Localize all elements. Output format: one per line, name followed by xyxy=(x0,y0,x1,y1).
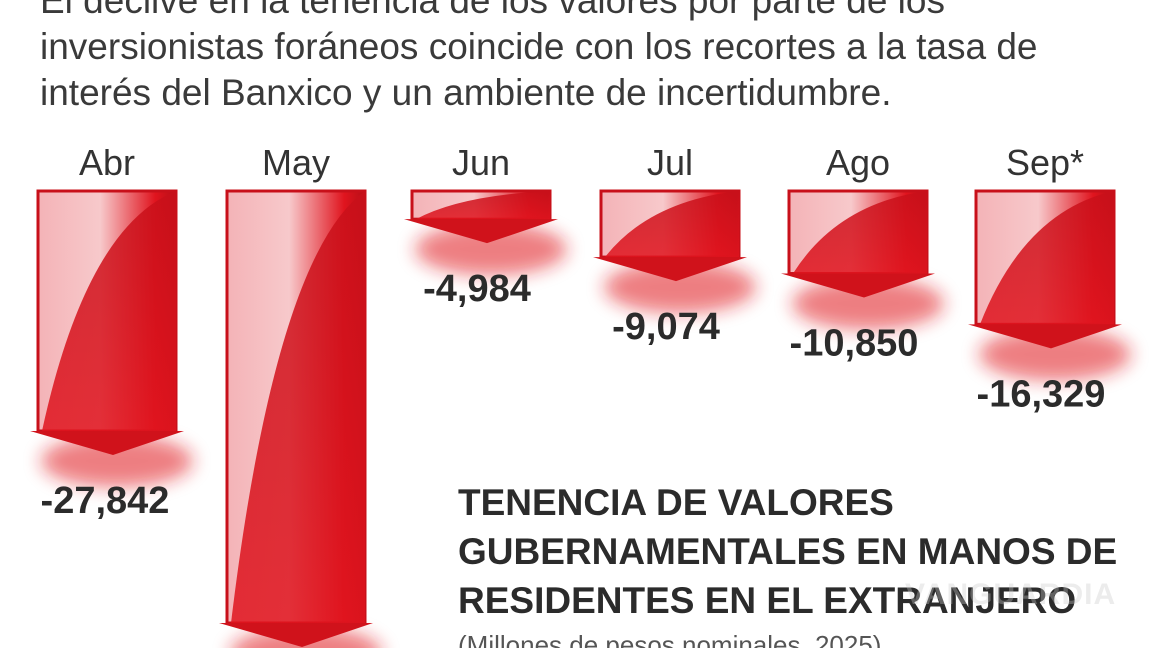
bar-ago xyxy=(781,189,944,330)
month-label-jun: Jun xyxy=(452,142,510,183)
value-label-jun: -4,984 xyxy=(423,268,531,310)
month-label-ago: Ago xyxy=(826,142,890,183)
bar-jul xyxy=(593,189,756,314)
month-label-may: May xyxy=(262,142,330,183)
bar-tip-sep xyxy=(968,324,1122,349)
bar-tip-abr xyxy=(30,431,184,455)
bar-glow-jun xyxy=(415,223,567,276)
bar-tip-jul xyxy=(593,257,747,282)
bar-sweep-abr xyxy=(42,191,176,431)
bar-tip-may xyxy=(219,623,373,647)
chart-title: TENENCIA DE VALORES GUBERNAMENTALES EN M… xyxy=(458,482,1118,621)
month-label-sep: Sep* xyxy=(1006,142,1084,183)
bar-glow-sep xyxy=(979,328,1131,381)
bar-abr xyxy=(30,189,193,487)
bar-sweep-sep xyxy=(980,191,1114,325)
bar-sep xyxy=(968,189,1131,381)
bar-sweep-jul xyxy=(605,191,739,258)
month-label-abr: Abr xyxy=(79,142,135,183)
bar-sweep-may xyxy=(231,191,365,623)
value-label-jul: -9,074 xyxy=(612,306,720,348)
bar-glow-abr xyxy=(41,435,193,487)
chart-subtitle: (Millones de pesos nominales, 2025) xyxy=(458,630,882,648)
value-label-ago: -10,850 xyxy=(790,323,919,365)
intro-text: El declive en la tenencia de los valores… xyxy=(40,0,1038,113)
watermark-logo: VANGUARDIA xyxy=(905,578,1117,611)
bar-glow-jul xyxy=(604,261,756,314)
bar-jun xyxy=(404,189,567,276)
bar-sweep-ago xyxy=(793,191,927,274)
value-label-abr: -27,842 xyxy=(41,480,170,522)
month-label-jul: Jul xyxy=(647,142,693,183)
bar-tip-ago xyxy=(781,273,935,298)
value-label-sep: -16,329 xyxy=(977,373,1106,415)
bar-sweep-jun xyxy=(416,191,550,220)
bar-glow-ago xyxy=(792,277,944,330)
bar-tip-jun xyxy=(404,219,558,244)
bar-may xyxy=(219,189,381,648)
